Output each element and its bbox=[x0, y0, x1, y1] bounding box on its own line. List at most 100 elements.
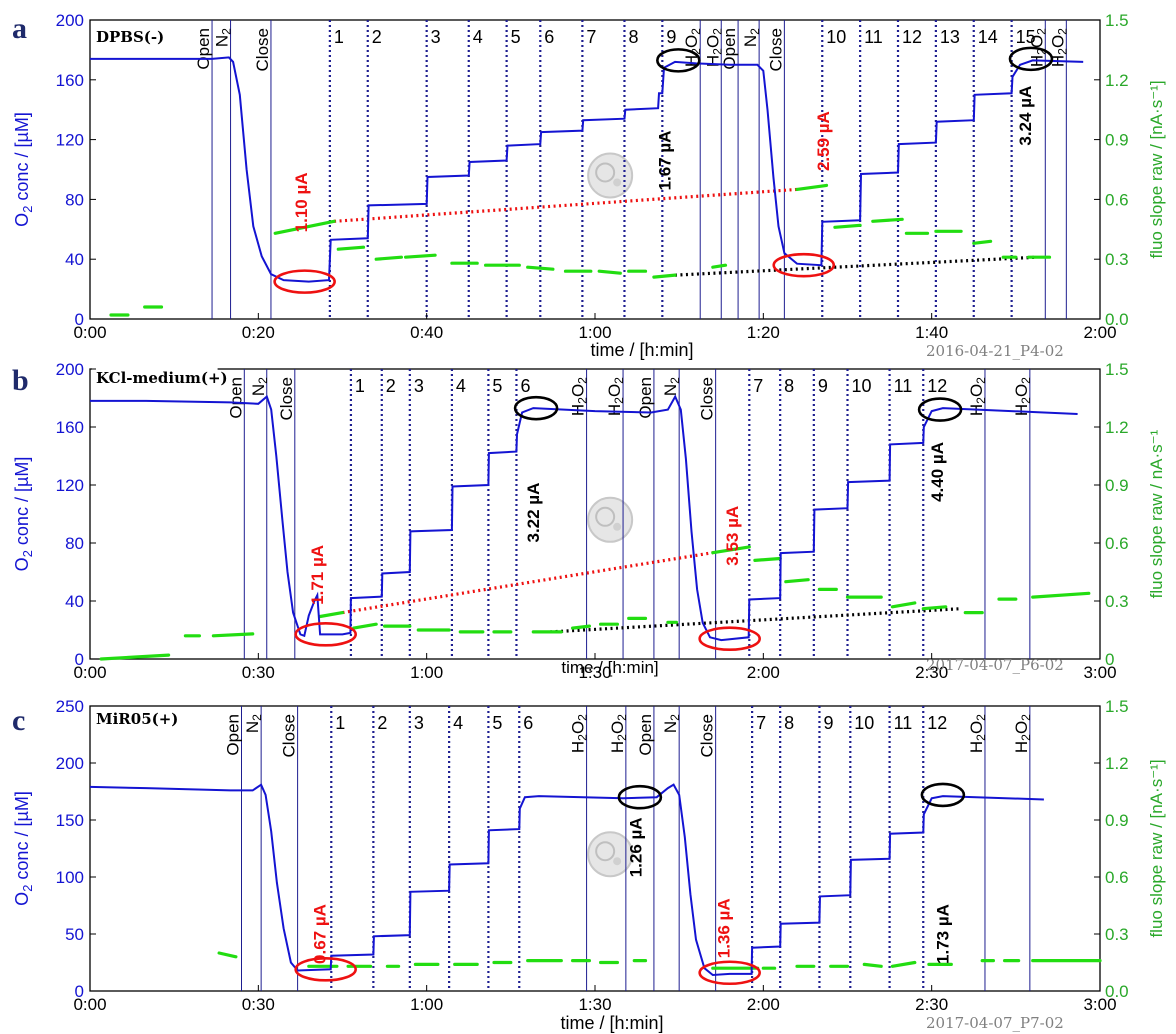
panel-c: cMiR05(+)OpenN2​Close123456H2​O2​H2​O2​O… bbox=[12, 697, 1166, 1033]
titration-label: 4 bbox=[453, 713, 463, 733]
y-right-tick-label: 1.2 bbox=[1105, 71, 1129, 90]
fluo-slope-segment bbox=[1031, 591, 1091, 599]
titration-label: 8 bbox=[784, 713, 794, 733]
fluo-slope-segment bbox=[784, 578, 810, 584]
titration-label: 9 bbox=[823, 713, 833, 733]
y-left-axis-title: O2 conc / [µM] bbox=[12, 457, 35, 572]
black-trend-line bbox=[550, 607, 960, 634]
titration-label: 10 bbox=[852, 376, 872, 396]
fluo-slope-segment bbox=[597, 269, 622, 275]
event-label: N2​ bbox=[661, 714, 682, 733]
condition-label-bg bbox=[92, 708, 172, 730]
current-annotation: 1.36 µA bbox=[715, 898, 734, 958]
x-tick-label: 1:00 bbox=[578, 323, 611, 342]
y-left-tick-label: 100 bbox=[56, 868, 84, 887]
event-label: H2​O2​ bbox=[608, 714, 629, 753]
o2-concentration-trace bbox=[90, 394, 1078, 642]
fluo-slope-segment bbox=[921, 605, 948, 611]
current-annotation: 1.10 µA bbox=[292, 172, 311, 232]
red-trend-line bbox=[333, 187, 798, 223]
x-tick-label: 1:00 bbox=[410, 995, 443, 1014]
y-right-tick-label: 0.6 bbox=[1105, 190, 1129, 209]
current-annotation: 1.73 µA bbox=[934, 904, 953, 964]
y-left-axis-title: O2 conc / [µM] bbox=[12, 791, 35, 906]
event-label: H2​O2​ bbox=[1012, 377, 1033, 416]
y-left-tick-label: 120 bbox=[56, 131, 84, 150]
watermark-dot bbox=[613, 522, 622, 531]
titration-label: 3 bbox=[414, 713, 424, 733]
fluo-slope-segment bbox=[972, 239, 993, 245]
y-right-tick-label: 1.2 bbox=[1105, 418, 1129, 437]
titration-label: 8 bbox=[628, 27, 638, 47]
current-annotation: 3.24 µA bbox=[1016, 86, 1035, 146]
y-left-axis-title: O2 conc / [µM] bbox=[12, 112, 35, 227]
event-label: H2​O2​ bbox=[605, 377, 626, 416]
titration-label: 1 bbox=[355, 376, 365, 396]
y-left-tick-label: 80 bbox=[65, 534, 84, 553]
x-tick-label: 0:00 bbox=[73, 323, 106, 342]
panel-b: bKCl-medium(+)OpenN2​Close123456H2​O2​H2… bbox=[12, 360, 1166, 682]
event-label: H2​O2​ bbox=[967, 377, 988, 416]
x-tick-label: 1:30 bbox=[578, 663, 611, 682]
event-label: Open bbox=[226, 377, 245, 419]
fluo-slope-segment bbox=[217, 951, 238, 959]
panel-letter: b bbox=[12, 364, 29, 397]
x-tick-label: 0:30 bbox=[242, 995, 275, 1014]
x-axis-title: time / [h:min] bbox=[590, 340, 693, 360]
y-left-tick-label: 200 bbox=[56, 754, 84, 773]
y-right-tick-label: 1.5 bbox=[1105, 697, 1129, 716]
titration-label: 5 bbox=[511, 27, 521, 47]
titration-label: 9 bbox=[818, 376, 828, 396]
y-left-tick-label: 250 bbox=[56, 697, 84, 716]
red-highlight-ellipse bbox=[294, 622, 357, 647]
fluo-slope-segment bbox=[652, 273, 677, 279]
x-tick-label: 1:00 bbox=[410, 663, 443, 682]
panel-a: aDPBS(-)OpenN2​Close123456789H2​O2​H2​O2… bbox=[12, 11, 1166, 360]
y-left-tick-label: 80 bbox=[65, 190, 84, 209]
y-left-tick-label: 200 bbox=[56, 360, 84, 379]
y-left-tick-label: 50 bbox=[65, 925, 84, 944]
x-tick-label: 2:00 bbox=[1083, 323, 1116, 342]
y-left-tick-label: 160 bbox=[56, 71, 84, 90]
event-label: Open bbox=[636, 714, 655, 756]
event-label: Open bbox=[224, 714, 243, 756]
fluo-slope-segment bbox=[99, 653, 171, 661]
red-highlight-ellipse bbox=[273, 269, 336, 294]
y-right-tick-label: 0.9 bbox=[1105, 131, 1129, 150]
y-right-tick-label: 1.5 bbox=[1105, 11, 1129, 30]
o2-concentration-trace bbox=[89, 783, 1044, 977]
titration-label: 4 bbox=[473, 27, 483, 47]
x-tick-label: 2:00 bbox=[747, 663, 780, 682]
event-label: N2​ bbox=[213, 28, 234, 47]
titration-label: 1 bbox=[335, 713, 345, 733]
titration-label: 2 bbox=[372, 27, 382, 47]
current-annotation: 1.71 µA bbox=[308, 545, 327, 605]
event-label: Close bbox=[280, 714, 299, 757]
watermark-inner bbox=[595, 506, 616, 527]
current-annotation: 1.67 µA bbox=[656, 131, 675, 191]
titration-label: 7 bbox=[756, 713, 766, 733]
y-right-tick-label: 0.3 bbox=[1105, 250, 1129, 269]
titration-label: 9 bbox=[666, 27, 676, 47]
current-annotation: 4.40 µA bbox=[928, 442, 947, 502]
x-tick-label: 0:40 bbox=[410, 323, 443, 342]
x-tick-label: 0:30 bbox=[242, 663, 275, 682]
titration-label: 5 bbox=[492, 713, 502, 733]
y-right-tick-label: 0.6 bbox=[1105, 868, 1129, 887]
titration-label: 13 bbox=[940, 27, 960, 47]
titration-label: 11 bbox=[894, 376, 913, 396]
current-annotation: 0.67 µA bbox=[311, 904, 330, 964]
titration-label: 2 bbox=[377, 713, 387, 733]
red-highlight-ellipse bbox=[698, 626, 761, 652]
watermark-inner bbox=[595, 162, 616, 183]
event-label: Open bbox=[194, 28, 213, 70]
fluo-slope-segment bbox=[871, 217, 904, 223]
y-left-tick-label: 160 bbox=[56, 418, 84, 437]
watermark-dot bbox=[613, 857, 622, 866]
fluo-slope-segment bbox=[526, 265, 555, 271]
y-right-tick-label: 0.6 bbox=[1105, 534, 1129, 553]
x-tick-label: 1:20 bbox=[747, 323, 780, 342]
watermark-inner bbox=[595, 841, 616, 862]
y-right-tick-label: 0.9 bbox=[1105, 476, 1129, 495]
